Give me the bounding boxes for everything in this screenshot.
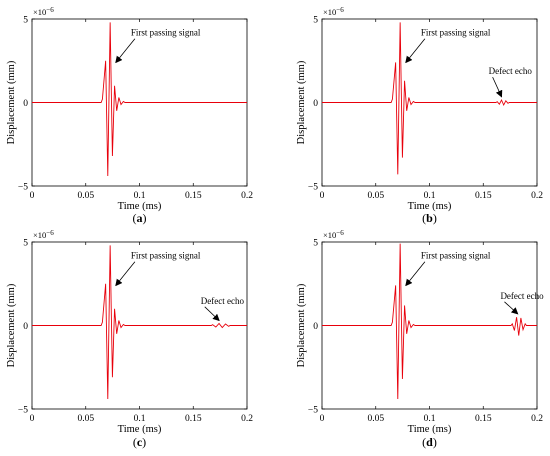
y-tick-label: 5 (313, 16, 318, 26)
y-tick-label: −5 (308, 183, 318, 193)
y-scale-factor: ×10−6 (33, 229, 54, 240)
x-tick-label: 0.05 (77, 414, 94, 424)
series-line (322, 243, 537, 399)
x-axis-label: Time (ms) (118, 424, 162, 435)
y-tick-label: 5 (23, 239, 28, 249)
x-tick-label: 0.1 (424, 414, 436, 424)
x-tick-label: 0.2 (241, 191, 253, 201)
y-scale-factor: ×10−6 (323, 6, 344, 17)
y-tick-label: 0 (23, 322, 28, 332)
x-tick-label: 0.05 (367, 414, 384, 424)
y-tick-label: 0 (313, 99, 318, 109)
y-tick-label: 5 (313, 239, 318, 249)
x-tick-label: 0 (320, 414, 325, 424)
chart-panel-d: 0 0.05 0.1 0.15 0.2−505 ×10−6 Displacement (… (296, 229, 544, 449)
annotations: First passing signal (115, 28, 201, 64)
x-tick-label: 0.2 (241, 414, 253, 424)
annotations: First passing signal Defect echo (405, 28, 533, 98)
x-tick-label: 0.15 (475, 191, 492, 201)
annotation-text: Defect echo (201, 296, 245, 306)
panel-label: (d) (422, 435, 437, 449)
series-line (32, 22, 247, 176)
tick-labels: 0 0.05 0.1 0.15 0.2−505 (308, 239, 543, 425)
x-tick-label: 0.05 (77, 191, 94, 201)
x-tick-label: 0 (30, 191, 35, 201)
panel-label: (c) (133, 435, 146, 449)
annotation-arrow (405, 38, 426, 64)
annotation-text: Defect echo (500, 291, 544, 301)
tick-labels: 0 0.05 0.1 0.15 0.2−505 (18, 16, 253, 202)
y-scale-factor: ×10−6 (323, 229, 344, 240)
tick-labels: 0 0.05 0.1 0.15 0.2−505 (18, 239, 253, 425)
y-axis-label: Displacement (mm) (6, 283, 17, 367)
x-tick-label: 0.2 (531, 414, 543, 424)
y-tick-label: 5 (23, 16, 28, 26)
y-tick-label: −5 (18, 183, 28, 193)
x-axis-label: Time (ms) (408, 424, 452, 435)
y-tick-label: −5 (18, 406, 28, 416)
y-tick-label: 0 (23, 99, 28, 109)
annotation-arrow (504, 301, 519, 315)
annotation-text: First passing signal (131, 28, 201, 38)
chart-panel-b: 0 0.05 0.1 0.15 0.2−505 ×10−6 Displacement (… (296, 6, 543, 225)
y-scale-factor: ×10−6 (33, 6, 54, 17)
annotation-text: First passing signal (421, 251, 491, 261)
panel-label: (b) (422, 211, 437, 225)
annotation-text: First passing signal (421, 28, 491, 38)
series-line (322, 22, 537, 175)
annotation-arrow (115, 261, 136, 287)
annotations: First passing signal Defect echo (115, 251, 245, 322)
x-axis-label: Time (ms) (408, 201, 452, 212)
x-tick-label: 0.1 (424, 191, 436, 201)
series-line (32, 245, 247, 399)
annotations: First passing signal Defect echo (405, 251, 544, 315)
tick-labels: 0 0.05 0.1 0.15 0.2−505 (308, 16, 543, 202)
x-tick-label: 0.15 (475, 414, 492, 424)
annotation-arrow (405, 261, 426, 287)
y-axis-label: Displacement (mm) (6, 60, 17, 144)
x-tick-label: 0.15 (185, 414, 202, 424)
chart-panel-c: 0 0.05 0.1 0.15 0.2−505 ×10−6 Displacement (… (6, 229, 253, 449)
x-tick-label: 0.1 (134, 191, 146, 201)
y-axis-label: Displacement (mm) (296, 60, 307, 144)
y-tick-label: −5 (308, 406, 318, 416)
annotation-text: First passing signal (131, 251, 201, 261)
x-tick-label: 0.15 (185, 191, 202, 201)
annotation-arrow (204, 306, 220, 322)
x-tick-label: 0.05 (367, 191, 384, 201)
chart-panel-a: 0 0.05 0.1 0.15 0.2−505 ×10−6 Displacement (… (6, 6, 253, 225)
annotation-arrow (492, 76, 503, 98)
tick-marks (321, 18, 538, 187)
x-tick-label: 0.2 (531, 191, 543, 201)
tick-marks (321, 241, 538, 410)
x-tick-label: 0.1 (134, 414, 146, 424)
x-axis-label: Time (ms) (118, 201, 162, 212)
annotation-arrow (115, 38, 136, 64)
y-tick-label: 0 (313, 322, 318, 332)
annotation-text: Defect echo (489, 66, 533, 76)
y-axis-label: Displacement (mm) (296, 283, 307, 367)
x-tick-label: 0 (320, 191, 325, 201)
panel-label: (a) (133, 211, 147, 225)
x-tick-label: 0 (30, 414, 35, 424)
